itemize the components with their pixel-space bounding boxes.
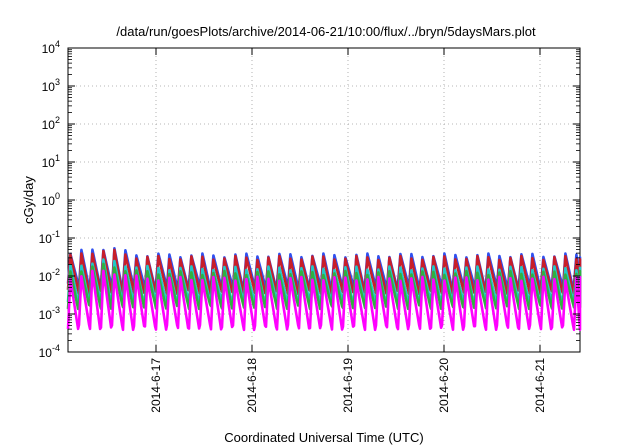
x-tick-label: 2014-6-17 xyxy=(149,358,163,413)
x-tick-label: 2014-6-19 xyxy=(341,358,355,413)
series-group xyxy=(66,247,582,332)
x-tick-label: 2014-6-20 xyxy=(437,358,451,413)
y-tick-label: 101 xyxy=(42,153,60,170)
y-tick-label: 104 xyxy=(42,39,60,56)
series-line xyxy=(66,262,582,311)
y-tick-label: 10-3 xyxy=(39,305,60,322)
y-tick-label: 100 xyxy=(42,191,60,208)
x-axis-label: Coordinated Universal Time (UTC) xyxy=(224,430,423,445)
x-axis: 2014-6-17 2014-6-18 2014-6-19 2014-6-20 2014… xyxy=(149,48,547,413)
y-tick-label: 10-1 xyxy=(39,229,60,246)
y-axis: 10-4 10-3 10-2 10-1 100 101 102 103 104 xyxy=(39,39,580,360)
x-tick-label: 2014-6-21 xyxy=(533,358,547,413)
y-axis-label: cGy/day xyxy=(21,176,36,224)
chart-title: /data/run/goesPlots/archive/2014-06-21/1… xyxy=(116,24,536,39)
y-tick-label: 10-2 xyxy=(39,267,60,284)
x-tick-label: 2014-6-18 xyxy=(245,358,259,413)
y-tick-label: 103 xyxy=(42,77,60,94)
y-tick-label: 10-4 xyxy=(39,343,60,360)
series-line xyxy=(66,269,582,332)
y-tick-label: 102 xyxy=(42,115,60,132)
